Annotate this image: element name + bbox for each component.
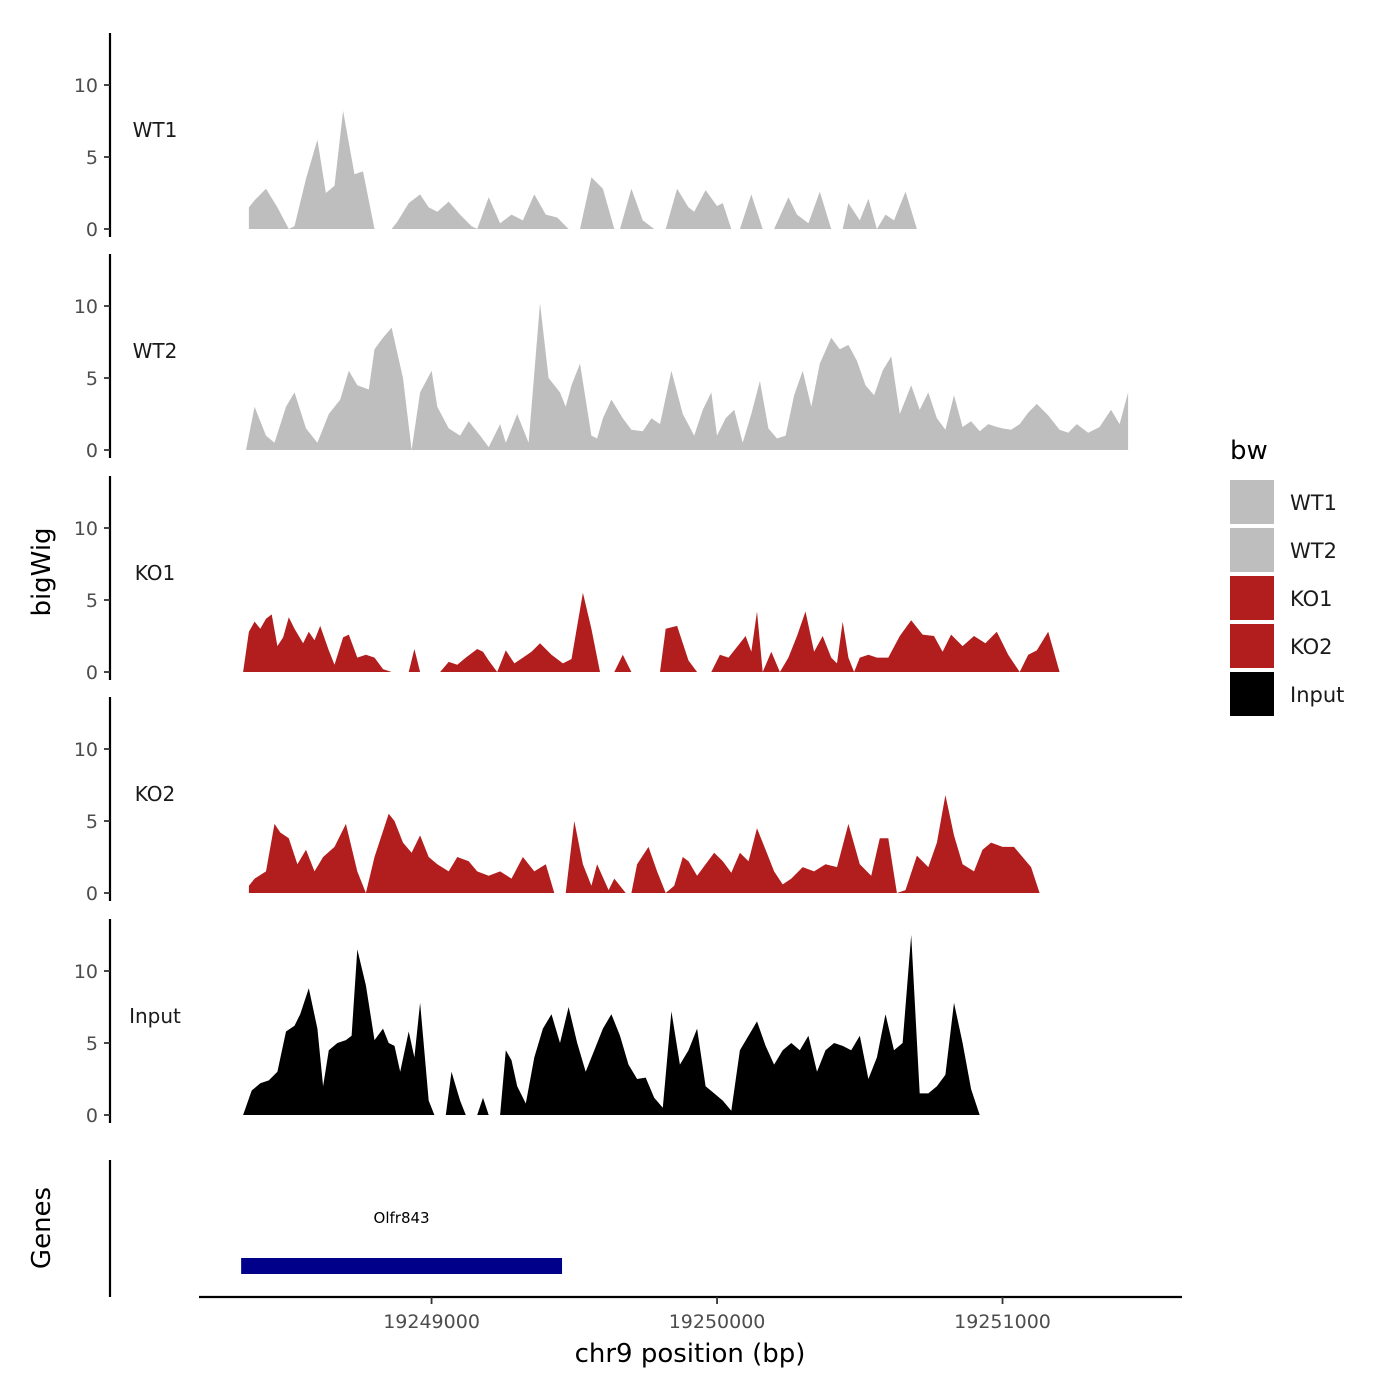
track-wt2: 0 5 10 WT2 [74, 254, 1129, 462]
series-area-input [445, 1071, 466, 1115]
x-tick-label: 19250000 [669, 1311, 766, 1333]
legend-key-ko1 [1230, 576, 1274, 620]
legend-label-wt2: WT2 [1290, 539, 1337, 563]
y-tick-label: 5 [86, 368, 98, 390]
legend-key-input [1230, 672, 1274, 716]
track-label: KO2 [135, 782, 176, 806]
y-tick-label: 5 [86, 147, 98, 169]
series-area-wt1 [248, 110, 375, 229]
track-label: WT2 [133, 339, 178, 363]
series-area-wt1 [665, 188, 1129, 229]
y-tick-label: 0 [86, 219, 98, 241]
series-area-wt1 [391, 177, 655, 229]
track-ko1: 0 5 10 KO1 [74, 476, 1129, 684]
y-tick-label: 5 [86, 1033, 98, 1055]
series-area-input [477, 1097, 489, 1115]
legend-title: bw [1230, 436, 1268, 466]
legend-key-wt1 [1230, 480, 1274, 524]
x-axis: 19249000 19250000 19251000 [199, 1295, 1182, 1333]
legend-label-input: Input [1290, 683, 1344, 707]
y-axis-title: bigWig [27, 527, 57, 616]
series-area-input [243, 949, 435, 1115]
x-tick-label: 19251000 [954, 1311, 1051, 1333]
x-tick-label: 19249000 [383, 1311, 480, 1333]
y-tick-label: 10 [74, 961, 98, 983]
series-area-input [500, 935, 1129, 1115]
series-area-ko2 [248, 795, 1129, 893]
y-tick-label: 0 [86, 883, 98, 905]
series-area-ko1 [711, 611, 1129, 672]
gene-panel: Olfr843 [108, 1160, 563, 1297]
series-area-wt2 [246, 303, 1129, 450]
legend-label-wt1: WT1 [1290, 491, 1337, 515]
gene-bar [241, 1258, 563, 1274]
series-area-ko1 [408, 649, 421, 672]
y-tick-label: 10 [74, 518, 98, 540]
y-tick-label: 10 [74, 75, 98, 97]
bigwig-tracks: 0 5 10 WT1 0 5 10 WT2 0 5 10 KO1 0 5 10 KO2 0 5 10 Input [74, 33, 1129, 1127]
y-tick-label: 0 [86, 1105, 98, 1127]
legend: bw WT1 WT2 KO1 KO2 Input [1230, 436, 1344, 716]
gene-label: Olfr843 [374, 1209, 430, 1227]
legend-label-ko2: KO2 [1290, 635, 1333, 659]
gene-panel-title: Genes [27, 1187, 57, 1269]
track-wt1: 0 5 10 WT1 [74, 33, 1129, 241]
x-axis-title: chr9 position (bp) [575, 1339, 806, 1369]
track-label: KO1 [135, 561, 176, 585]
legend-key-wt2 [1230, 528, 1274, 572]
legend-label-ko1: KO1 [1290, 587, 1333, 611]
series-area-ko1 [642, 625, 698, 672]
track-label: WT1 [133, 118, 178, 142]
track-input: 0 5 10 Input [74, 919, 1129, 1127]
series-area-ko1 [243, 614, 392, 672]
y-tick-label: 0 [86, 440, 98, 462]
y-tick-label: 0 [86, 662, 98, 684]
y-tick-label: 5 [86, 811, 98, 833]
series-area-ko1 [614, 654, 632, 672]
track-ko2: 0 5 10 KO2 [74, 697, 1129, 905]
y-tick-label: 10 [74, 739, 98, 761]
y-tick-label: 5 [86, 590, 98, 612]
legend-key-ko2 [1230, 624, 1274, 668]
track-label: Input [129, 1004, 181, 1028]
y-tick-label: 10 [74, 296, 98, 318]
series-area-ko1 [440, 592, 600, 672]
